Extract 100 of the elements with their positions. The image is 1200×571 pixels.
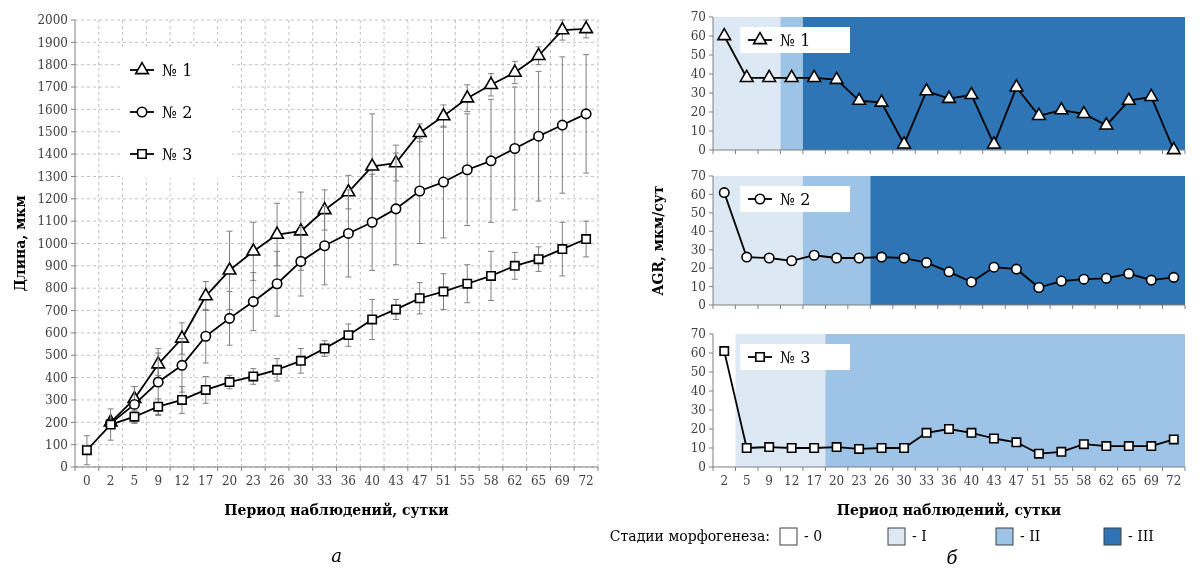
y-tick-label: 2000 xyxy=(37,13,68,28)
y-tick-label: 1400 xyxy=(37,147,68,162)
legend-label: № 2 xyxy=(162,102,193,122)
y-tick-label: 10 xyxy=(690,441,706,456)
legend-label: № 1 xyxy=(780,30,811,50)
y-tick-label: 0 xyxy=(698,460,706,475)
y-tick-label: 40 xyxy=(690,224,706,239)
legend-label: № 3 xyxy=(162,144,193,164)
x-tick-label: 17 xyxy=(806,474,822,488)
y-tick-label: 1700 xyxy=(37,80,68,95)
x-tick-label: 36 xyxy=(340,474,357,488)
y-tick-label: 40 xyxy=(690,384,706,399)
x-tick-label: 20 xyxy=(828,474,845,488)
y-tick-label: 50 xyxy=(690,48,706,63)
text: а xyxy=(331,545,342,566)
y-tick-label: 0 xyxy=(60,460,68,475)
y-tick-label: 70 xyxy=(690,327,706,342)
x-tick-label: 69 xyxy=(554,474,570,488)
y-tick-label: 600 xyxy=(45,326,68,341)
x-tick-label: 26 xyxy=(873,474,890,488)
y-tick-label: 1500 xyxy=(37,124,68,139)
x-tick-label: 47 xyxy=(412,474,428,488)
legend-label: № 2 xyxy=(780,189,811,209)
x-tick-label: 62 xyxy=(1098,474,1114,488)
y-axis-title: AGR, мкм/сут xyxy=(650,185,666,297)
x-tick-label: 43 xyxy=(388,474,404,488)
y-tick-label: 700 xyxy=(45,303,68,318)
x-tick-label: 17 xyxy=(198,474,214,488)
x-tick-label: 5 xyxy=(742,474,751,488)
x-tick-label: 33 xyxy=(918,474,935,488)
category-label: - 0 xyxy=(804,527,823,544)
y-tick-label: 30 xyxy=(690,86,706,101)
x-tick-label: 65 xyxy=(530,474,547,488)
y-tick-label: 70 xyxy=(690,169,706,184)
y-tick-label: 30 xyxy=(690,242,706,257)
y-tick-label: 500 xyxy=(45,348,68,363)
x-tick-label: 0 xyxy=(83,474,91,488)
y-tick-label: 1000 xyxy=(37,236,68,251)
y-tick-label: 1800 xyxy=(37,57,68,72)
y-tick-label: 60 xyxy=(690,29,706,44)
category-label: - I xyxy=(912,527,927,544)
y-tick-label: 0 xyxy=(698,298,706,313)
x-tick-label: 5 xyxy=(130,474,139,488)
x-tick-label: 23 xyxy=(851,474,867,488)
x-tick-label: 47 xyxy=(1008,474,1025,488)
x-tick-label: 2 xyxy=(106,474,115,488)
x-tick-label: 51 xyxy=(435,474,452,488)
y-tick-label: 0 xyxy=(698,143,706,158)
x-tick-label: 51 xyxy=(1031,474,1047,488)
y-tick-label: 1900 xyxy=(37,35,68,50)
x-tick-label: 9 xyxy=(154,474,163,488)
y-tick-label: 1100 xyxy=(37,214,68,229)
x-tick-label: 55 xyxy=(1053,474,1070,488)
y-tick-label: 20 xyxy=(690,422,706,437)
x-tick-label: 58 xyxy=(483,474,499,488)
text: б xyxy=(946,547,959,568)
x-tick-label: 36 xyxy=(941,474,957,488)
y-tick-label: 40 xyxy=(690,67,706,82)
y-axis-title: Длина, мкм xyxy=(12,195,28,292)
y-tick-label: 1600 xyxy=(37,102,68,117)
x-tick-label: 40 xyxy=(963,474,980,488)
x-tick-label: 65 xyxy=(1121,474,1137,488)
y-tick-label: 1200 xyxy=(37,192,68,206)
x-axis-title: Период наблюдений, сутки xyxy=(224,502,449,518)
x-tick-label: 72 xyxy=(1166,474,1182,488)
category-label: - III xyxy=(1128,527,1154,544)
y-tick-label: 200 xyxy=(45,415,68,430)
x-tick-label: 30 xyxy=(896,474,912,488)
x-tick-label: 40 xyxy=(364,474,380,488)
x-tick-label: 62 xyxy=(507,474,523,488)
x-tick-label: 33 xyxy=(316,474,333,488)
x-tick-label: 55 xyxy=(459,474,475,488)
y-tick-label: 400 xyxy=(45,370,68,385)
y-tick-label: 20 xyxy=(690,105,706,120)
category-label: - II xyxy=(1020,527,1041,544)
y-tick-label: 70 xyxy=(690,10,706,25)
y-tick-label: 20 xyxy=(690,261,706,276)
text: Стадии морфогенеза: xyxy=(609,527,770,544)
y-tick-label: 300 xyxy=(45,393,68,408)
x-tick-label: 72 xyxy=(578,474,594,488)
y-tick-label: 900 xyxy=(45,259,68,274)
legend-label: № 3 xyxy=(780,347,811,367)
x-tick-label: 2 xyxy=(720,474,729,488)
y-tick-label: 1300 xyxy=(37,169,68,184)
x-tick-label: 30 xyxy=(293,474,309,488)
x-axis-title: Период наблюдений, сутки xyxy=(836,502,1062,518)
x-tick-label: 9 xyxy=(765,474,774,488)
x-tick-label: 12 xyxy=(784,474,800,488)
x-tick-label: 43 xyxy=(986,474,1002,488)
y-tick-label: 60 xyxy=(690,346,706,361)
x-tick-label: 20 xyxy=(221,474,238,488)
y-tick-label: 100 xyxy=(45,437,68,452)
y-tick-label: 10 xyxy=(690,279,706,294)
y-tick-label: 50 xyxy=(690,206,706,221)
y-tick-label: 60 xyxy=(690,187,706,202)
x-tick-label: 23 xyxy=(245,474,261,488)
x-tick-label: 26 xyxy=(269,474,285,488)
legend-label: № 1 xyxy=(162,60,193,80)
x-tick-label: 12 xyxy=(174,474,190,488)
x-tick-label: 69 xyxy=(1143,474,1159,488)
